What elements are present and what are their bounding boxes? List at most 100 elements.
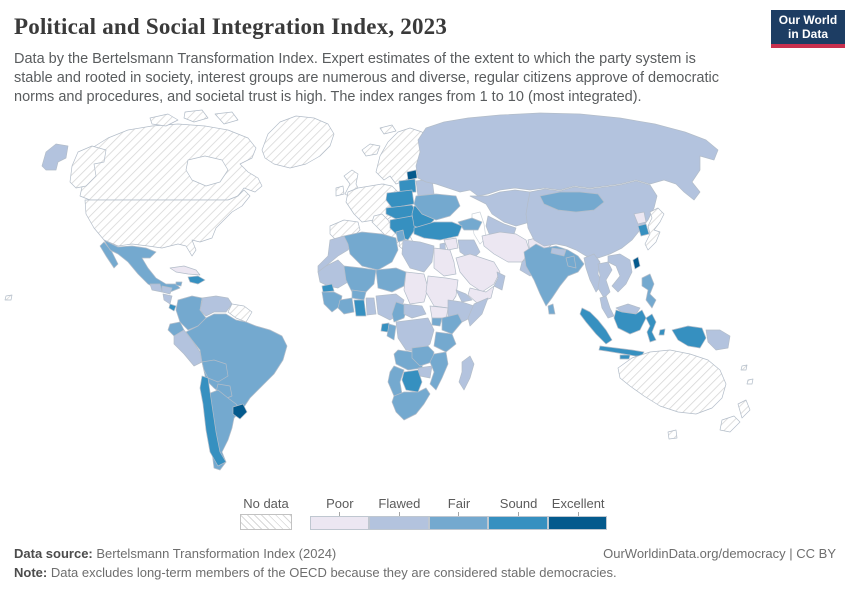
region-mexico[interactable] [99,239,181,293]
region-malaysia-peninsula[interactable] [599,295,615,319]
region-brazil[interactable] [185,313,288,419]
region-saudi-arabia[interactable] [455,253,501,293]
legend-swatch [428,516,489,530]
region-honduras[interactable] [161,285,173,295]
region-namibia[interactable] [387,365,405,397]
region-libya[interactable] [401,239,435,273]
footer-source-text: Bertelsmann Transformation Index (2024) [92,546,337,561]
region-mongolia[interactable] [539,191,605,213]
region-south-africa[interactable] [391,387,431,421]
region-congo[interactable] [386,323,397,341]
region-cote-divoire[interactable] [337,297,355,315]
region-jamaica[interactable] [175,281,183,287]
region-togo-benin[interactable] [365,297,377,316]
region-dr-congo[interactable] [395,317,435,353]
legend-bin-sound[interactable]: Sound [488,496,549,530]
legend-tick [339,512,341,516]
legend-tick [518,512,520,516]
region-philippines[interactable] [641,273,657,309]
legend-no-data[interactable]: No data [240,496,292,530]
region-south-korea[interactable] [637,223,650,237]
region-ghana[interactable] [353,299,367,317]
region-costa-rica[interactable] [168,303,177,312]
region-kenya[interactable] [441,313,463,335]
region-central-african-republic[interactable] [403,303,427,319]
region-svalbard[interactable] [379,124,397,135]
region-tasmania[interactable] [667,429,678,440]
region-indonesia-papua[interactable] [671,325,707,349]
region-latvia-lithuania[interactable] [398,178,417,194]
region-turkey[interactable] [413,221,463,241]
region-oman[interactable] [493,271,506,291]
region-ukraine[interactable] [413,193,461,221]
legend-bin-flawed[interactable]: Flawed [369,496,430,530]
region-tanzania[interactable] [433,331,457,353]
region-indonesia-lesser-sunda[interactable] [619,354,631,360]
region-new-zealand-north[interactable] [737,399,751,419]
region-estonia[interactable] [406,169,418,181]
region-cuba[interactable] [169,265,201,276]
region-arctic-island[interactable] [183,109,209,123]
region-somalia[interactable] [467,297,489,327]
region-vietnam-laos-cambodia[interactable] [607,253,633,293]
legend-bin-label: Fair [447,496,471,511]
region-indonesia-sumatra[interactable] [579,307,613,345]
region-venezuela[interactable] [199,295,233,317]
region-eritrea-djibouti[interactable] [455,289,473,303]
region-canada[interactable] [79,123,263,201]
legend-bin-poor[interactable]: Poor [309,496,370,530]
region-alaska[interactable] [69,145,107,189]
region-chile[interactable] [199,375,227,467]
region-chad[interactable] [403,271,429,305]
region-senegal[interactable] [321,283,335,293]
region-russia-east-tip[interactable] [41,143,69,171]
region-egypt[interactable] [433,247,457,277]
legend-bin-excellent[interactable]: Excellent [547,496,608,530]
region-indonesia-maluku[interactable] [658,328,666,336]
region-mozambique[interactable] [429,351,449,391]
region-north-korea[interactable] [633,211,647,225]
region-iceland[interactable] [361,143,381,157]
region-mali[interactable] [343,265,377,295]
legend-no-data-swatch [240,514,292,530]
region-niger[interactable] [375,267,407,293]
region-papua-new-guinea[interactable] [705,329,731,351]
region-new-zealand-south[interactable] [719,415,741,433]
region-hawaii[interactable] [4,294,13,301]
region-algeria[interactable] [343,231,399,271]
region-united-states[interactable] [84,189,251,257]
region-bangladesh[interactable] [565,255,577,269]
region-iran[interactable] [481,231,531,263]
region-botswana[interactable] [401,369,423,393]
region-madagascar[interactable] [458,355,475,391]
region-thailand[interactable] [597,261,613,299]
region-guatemala[interactable] [149,283,163,293]
region-taiwan[interactable] [632,256,641,270]
region-arctic-island[interactable] [214,111,239,125]
footer-link[interactable]: OurWorldinData.org/democracy | CC BY [603,546,836,561]
region-pacific-island[interactable] [740,364,748,371]
region-ireland[interactable] [335,185,345,197]
region-caucasus[interactable] [457,217,483,231]
region-bolivia[interactable] [201,359,229,383]
region-japan[interactable] [644,207,665,251]
region-russia[interactable] [415,112,719,201]
region-nepal[interactable] [550,247,567,257]
region-uruguay[interactable] [232,403,248,420]
region-greenland[interactable] [261,115,335,169]
legend-bin-fair[interactable]: Fair [428,496,489,530]
region-syria[interactable] [443,237,459,251]
region-australia[interactable] [617,349,727,415]
region-arctic-island[interactable] [149,113,179,127]
region-hispaniola[interactable] [187,275,206,285]
region-indonesia-kalimantan[interactable] [613,309,647,335]
region-burkina-faso[interactable] [351,289,367,301]
region-nicaragua[interactable] [162,293,173,305]
region-sri-lanka[interactable] [547,303,556,315]
owid-logo[interactable]: Our World in Data [771,10,845,48]
region-indonesia-sulawesi[interactable] [645,313,657,343]
region-pacific-island[interactable] [746,378,754,385]
legend-bin-label: Poor [326,496,354,511]
region-uganda[interactable] [431,317,443,327]
